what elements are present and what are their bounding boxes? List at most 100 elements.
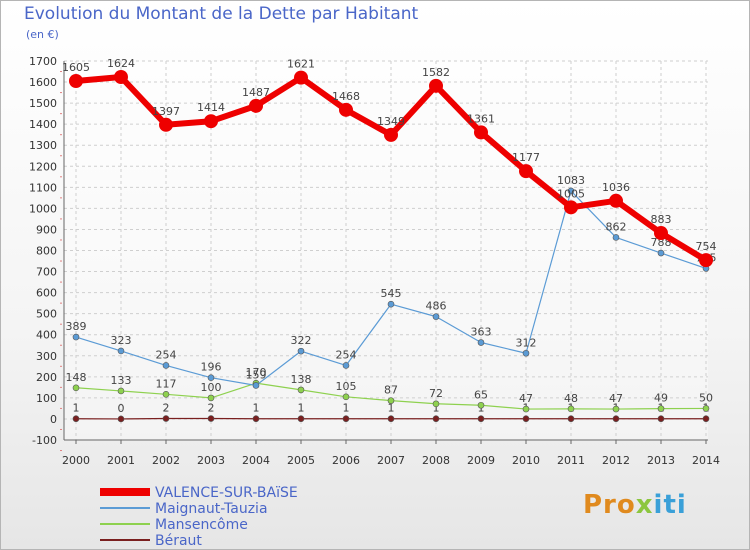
- data-point: [567, 405, 575, 413]
- data-label: 159: [246, 368, 267, 381]
- data-label: 65: [474, 388, 488, 401]
- data-point: [297, 347, 305, 355]
- y-tick-label: 1400: [29, 118, 57, 131]
- data-label: 389: [66, 320, 87, 333]
- y-tick-label: 400: [36, 329, 57, 342]
- x-tick-label: 2012: [602, 454, 630, 467]
- y-tick-label: 1200: [29, 160, 57, 173]
- data-label: 1: [343, 402, 350, 415]
- data-point: [564, 200, 578, 215]
- data-label: 254: [336, 348, 357, 361]
- data-label: 148: [66, 371, 87, 384]
- legend-label: VALENCE-SUR-BAïSE: [155, 485, 298, 501]
- data-label: 254: [156, 348, 177, 361]
- data-label: 1: [253, 402, 260, 415]
- data-point: [207, 394, 215, 402]
- logo-part-2: x: [635, 490, 654, 520]
- legend-label: Mansencôme: [155, 517, 248, 533]
- y-tick-label: 1300: [29, 139, 57, 152]
- data-label: 1487: [242, 86, 270, 99]
- data-label: 862: [606, 220, 627, 233]
- data-point: [699, 253, 713, 268]
- data-point: [162, 362, 170, 369]
- data-label: 133: [111, 374, 132, 387]
- x-tick-label: 2010: [512, 454, 540, 467]
- data-label: 170: [246, 366, 267, 379]
- y-tick-label: 800: [36, 245, 57, 258]
- x-tick-label: 2014: [692, 454, 720, 467]
- data-point: [522, 405, 530, 413]
- data-point: [657, 415, 665, 423]
- y-tick-label: 200: [36, 371, 57, 384]
- x-tick-label: 2000: [62, 454, 90, 467]
- data-point: [114, 70, 128, 85]
- data-label: 105: [336, 380, 357, 393]
- data-label: 47: [609, 392, 623, 405]
- x-tick-label: 2013: [647, 454, 675, 467]
- data-label: 196: [201, 361, 222, 374]
- data-point: [477, 415, 485, 423]
- data-label: 2: [208, 402, 215, 415]
- data-point: [654, 226, 668, 241]
- y-tick-label: 300: [36, 350, 57, 363]
- data-point: [522, 349, 530, 357]
- data-point: [162, 415, 170, 422]
- data-point: [159, 117, 173, 132]
- y-tick-label: 1600: [29, 76, 57, 89]
- data-point: [522, 415, 530, 423]
- x-tick-label: 2005: [287, 454, 315, 467]
- data-point: [702, 415, 710, 423]
- x-tick-label: 2008: [422, 454, 450, 467]
- data-label: 72: [429, 387, 443, 400]
- data-label: 138: [291, 373, 312, 386]
- data-point: [69, 74, 83, 89]
- chart-unit-label: (en €): [26, 28, 59, 41]
- data-point: [72, 384, 80, 392]
- data-label: 1036: [602, 181, 630, 194]
- data-point: [432, 415, 440, 423]
- data-label: 486: [426, 300, 447, 313]
- data-label: 117: [156, 377, 177, 390]
- y-tick-label: 1500: [29, 97, 57, 110]
- data-point: [207, 415, 215, 422]
- data-label: 322: [291, 334, 312, 347]
- data-point: [612, 415, 620, 423]
- data-label: 1582: [422, 66, 450, 79]
- data-label: 2: [163, 402, 170, 415]
- y-tick-label: 1000: [29, 202, 57, 215]
- data-point: [657, 405, 665, 412]
- data-label: 323: [111, 334, 132, 347]
- y-tick-label: 1700: [29, 55, 57, 68]
- y-tick-label: 500: [36, 308, 57, 321]
- data-point: [72, 333, 80, 341]
- legend-label: Béraut: [155, 533, 202, 549]
- y-tick-label: 600: [36, 287, 57, 300]
- y-tick-label: 100: [36, 392, 57, 405]
- data-point: [384, 127, 398, 142]
- data-point: [387, 397, 395, 404]
- data-point: [609, 193, 623, 208]
- data-point: [207, 374, 215, 381]
- data-point: [477, 401, 485, 409]
- data-label: 1621: [287, 58, 315, 71]
- data-point: [294, 70, 308, 85]
- data-label: 1: [388, 402, 395, 415]
- data-label: 1624: [107, 57, 135, 70]
- y-tick-label: 0: [50, 413, 57, 426]
- data-point: [342, 393, 350, 401]
- data-label: 1: [433, 402, 440, 415]
- chart-title: Evolution du Montant de la Dette par Hab…: [24, 4, 419, 24]
- data-point: [297, 415, 305, 423]
- x-tick-label: 2007: [377, 454, 405, 467]
- data-label: 47: [519, 392, 533, 405]
- data-label: 48: [564, 392, 578, 405]
- data-point: [387, 415, 395, 423]
- data-point: [474, 125, 488, 140]
- data-point: [477, 339, 485, 346]
- data-point: [387, 300, 395, 308]
- x-tick-label: 2009: [467, 454, 495, 467]
- data-point: [249, 98, 263, 113]
- data-label: 1: [298, 402, 305, 415]
- data-label: 312: [516, 336, 537, 349]
